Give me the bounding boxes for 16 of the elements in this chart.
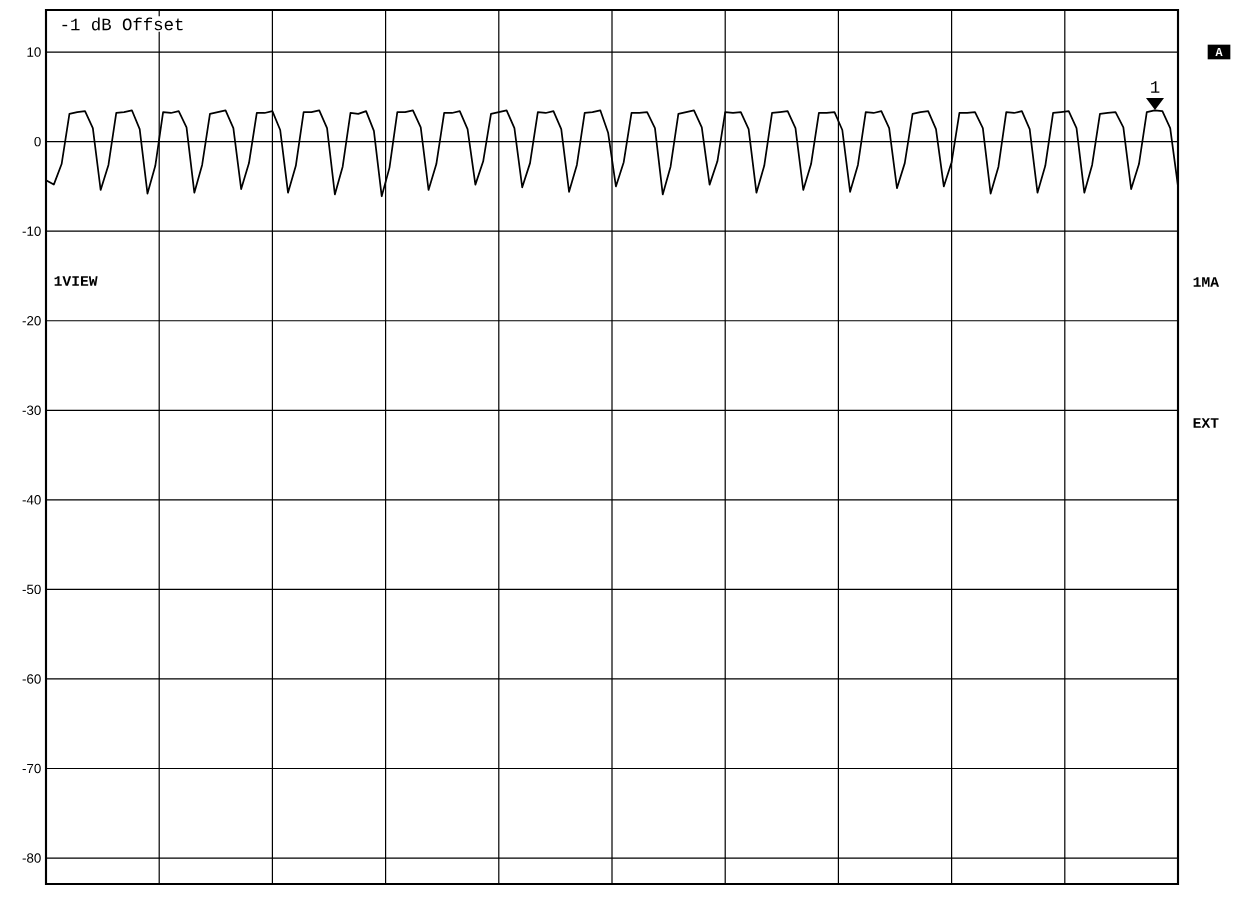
y-tick-label: 0 [34,136,41,147]
annotation: 1 [1151,81,1160,93]
y-tick-label: -70 [22,763,41,774]
text: EXT [1193,418,1219,428]
y-tick-label: -80 [22,853,41,863]
annotation: -1 dB Offset [62,17,183,31]
text: A [1215,48,1223,56]
y-tick-label: -10 [22,226,41,236]
y-tick-label: 10 [27,47,41,57]
text: 1MA [1193,277,1220,287]
y-tick-label: -60 [22,674,41,684]
annotation: 1VIEW [54,276,98,286]
y-tick-label: -40 [22,495,41,505]
y-tick-label: -20 [22,316,41,326]
y-tick-label: -50 [22,584,41,595]
y-tick-label: -30 [22,405,41,415]
